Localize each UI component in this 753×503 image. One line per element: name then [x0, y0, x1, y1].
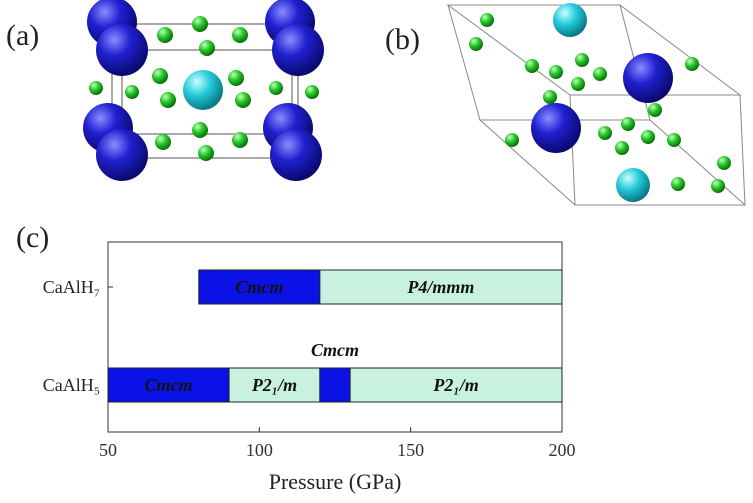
bar-label: P2₁/m: [251, 375, 297, 395]
bar-label: Cmcm: [235, 277, 283, 297]
range-bar: [320, 368, 350, 402]
y-tick-label: CaAlH₇: [43, 277, 100, 297]
structure-a: [83, 0, 324, 181]
y-tick-label: CaAlH₅: [43, 375, 100, 395]
bar-label: P4/mmm: [406, 277, 474, 297]
bar-label: Cmcm: [311, 340, 359, 360]
x-tick-label: 50: [99, 440, 117, 460]
x-tick-label: 150: [397, 440, 424, 460]
bar-label: P2₁/m: [432, 375, 478, 395]
bar-label: Cmcm: [145, 375, 193, 395]
x-axis-title: Pressure (GPa): [269, 469, 402, 494]
x-tick-label: 100: [246, 440, 273, 460]
x-tick-label: 200: [549, 440, 576, 460]
structure-b: [448, 3, 745, 205]
panel-label: (a): [6, 19, 39, 52]
panel-label: (b): [385, 23, 420, 56]
panel-label: (c): [16, 221, 49, 254]
figure: (a) (b) (c) Pressure (GPa) CaAlH₇ Cmcm P4/…: [0, 0, 753, 503]
